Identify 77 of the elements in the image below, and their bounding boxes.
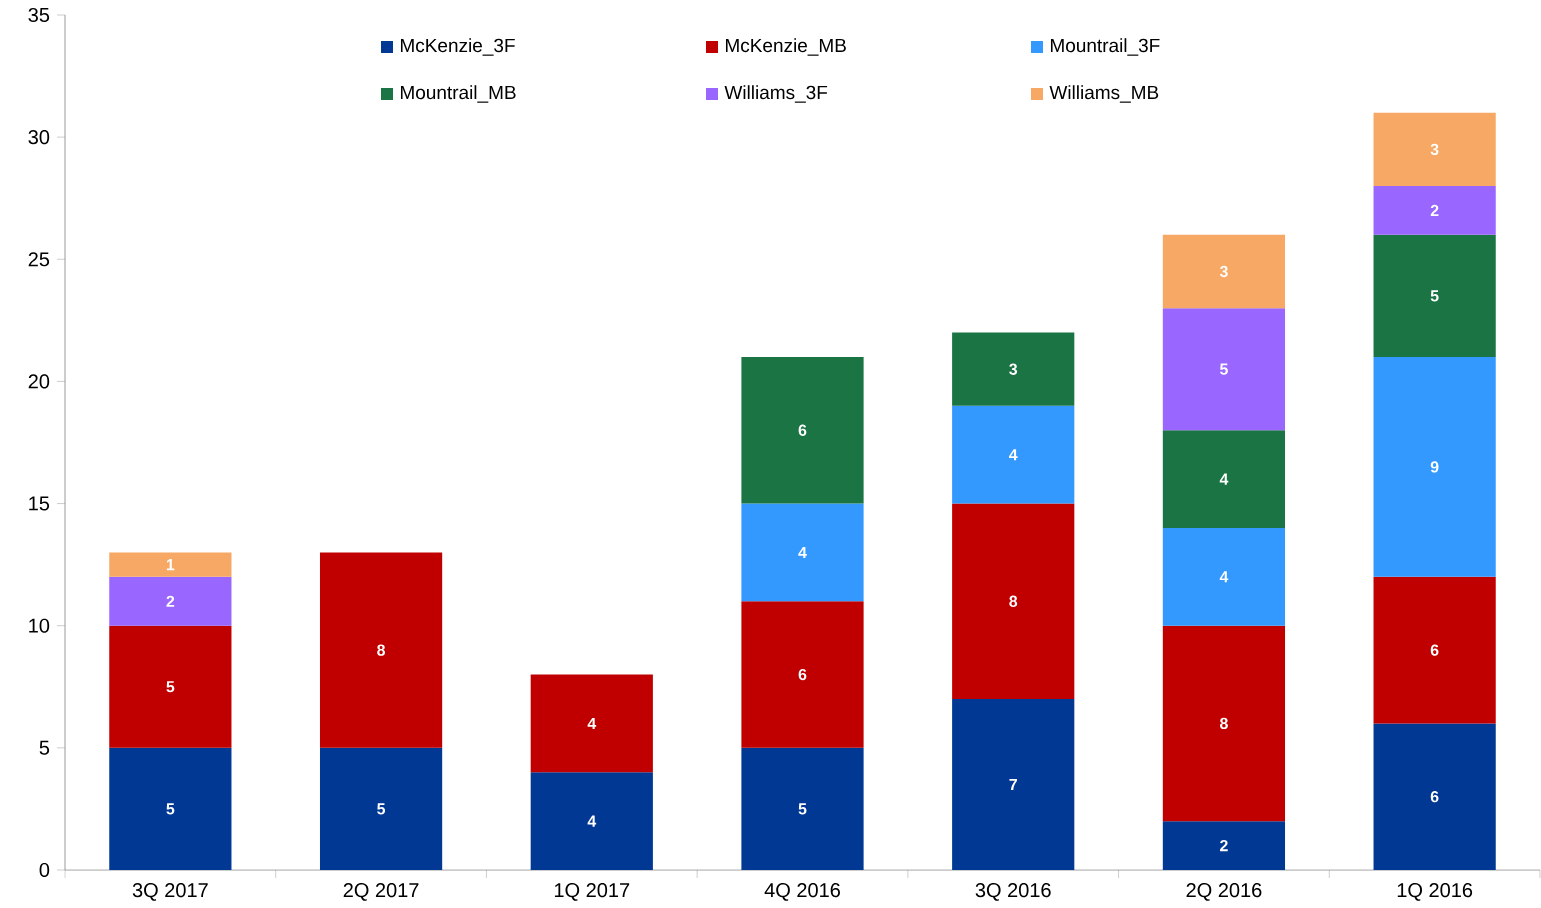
data-label: 7 [1009, 778, 1017, 790]
x-tick-label: 2Q 2017 [343, 883, 419, 901]
bar [1373, 723, 1496, 870]
bar [741, 503, 864, 602]
y-tick-label: 35 [28, 7, 50, 23]
data-label: 6 [798, 668, 807, 681]
bar [1373, 234, 1496, 357]
bar [741, 356, 864, 504]
bar [741, 747, 864, 870]
bar [1162, 430, 1286, 528]
y-tick-label: 25 [28, 252, 50, 267]
data-label: 8 [377, 644, 386, 656]
bar [1162, 308, 1286, 431]
data-label: 6 [1430, 791, 1439, 803]
legend-label: Mountrail_MB [400, 85, 516, 103]
bar [952, 503, 1075, 699]
bar [319, 747, 443, 870]
y-tick-label: 20 [28, 374, 50, 389]
data-label: 4 [1219, 473, 1229, 485]
legend-label: McKenzie_3F [400, 38, 515, 56]
data-label: 5 [1430, 290, 1439, 302]
bar [952, 405, 1075, 504]
bar [1373, 576, 1496, 724]
data-label: 4 [798, 546, 807, 558]
data-label: 5 [166, 681, 175, 693]
data-label: 6 [1430, 644, 1439, 656]
x-tick-label: 2Q 2016 [1186, 883, 1262, 901]
data-label: 4 [1009, 449, 1018, 461]
bar [1162, 527, 1286, 626]
data-label: 5 [798, 803, 807, 815]
data-label: 6 [798, 424, 807, 436]
data-label: 5 [1219, 363, 1228, 375]
x-tick-label: 1Q 2016 [1397, 883, 1473, 901]
legend-label: Mountrail_3F [1050, 38, 1160, 56]
y-tick-label: 15 [29, 496, 50, 511]
data-label: 4 [587, 717, 597, 729]
bar [109, 576, 232, 626]
bar [1162, 234, 1286, 309]
data-label: 3 [1009, 363, 1018, 375]
bar [952, 332, 1075, 406]
x-tick-label: 3Q 2017 [132, 883, 208, 901]
bar [109, 552, 232, 577]
x-tick-label: 1Q 2017 [554, 883, 630, 901]
data-label: 3 [1430, 143, 1439, 156]
data-label: 2 [1430, 204, 1439, 216]
legend-label: Williams_3F [724, 85, 828, 103]
data-label: 9 [1430, 461, 1439, 473]
data-label: 3 [1219, 265, 1228, 278]
bar [1373, 112, 1496, 186]
data-label: 8 [1009, 595, 1018, 607]
data-label: 8 [1219, 717, 1228, 730]
y-tick-label: 5 [39, 740, 50, 755]
bar [1373, 185, 1496, 235]
data-label: 4 [1219, 571, 1229, 583]
bar [530, 674, 653, 773]
data-label: 4 [587, 815, 597, 827]
y-tick-label: 0 [39, 862, 50, 878]
bar [741, 601, 864, 748]
bar [109, 747, 232, 870]
data-label: 2 [1220, 839, 1228, 852]
legend-label: Williams_MB [1049, 85, 1159, 103]
bar [109, 625, 232, 748]
y-tick-label: 30 [28, 130, 50, 145]
bar [1373, 356, 1496, 577]
data-label: 5 [166, 803, 175, 815]
y-tick-label: 10 [29, 618, 50, 633]
bar [952, 698, 1075, 870]
bar [319, 552, 443, 748]
bar [530, 772, 653, 870]
x-tick-label: 3Q 2016 [975, 883, 1051, 901]
data-label: 2 [166, 595, 175, 607]
bar [1162, 625, 1286, 822]
data-label: 5 [377, 803, 386, 815]
data-label: 1 [166, 559, 175, 571]
x-tick-label: 4Q 2016 [764, 883, 840, 901]
legend-label: McKenzie_MB [725, 38, 846, 56]
bar [1162, 821, 1286, 870]
